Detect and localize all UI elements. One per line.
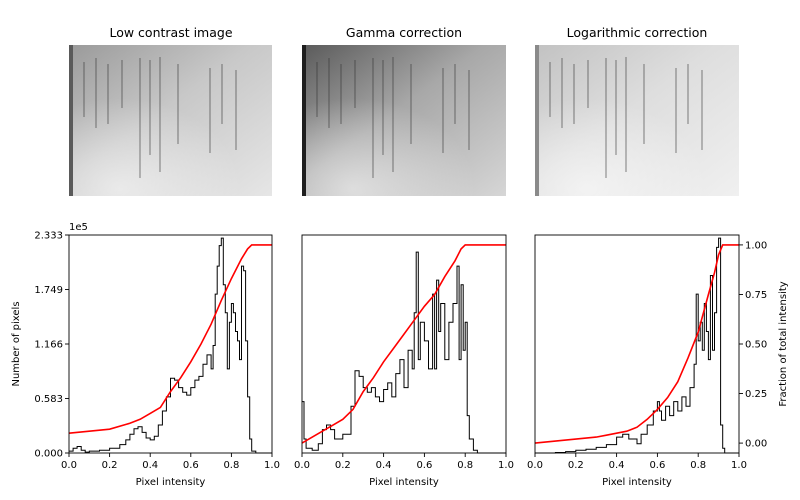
histogram-low-contrast: 0.0 0.2 0.4 0.6 0.8 1.0 Pixel intensity 0.000 0.… <box>11 222 280 488</box>
x-tick-label: 0.0 <box>61 460 77 471</box>
x-tick-label: 0.2 <box>335 460 351 471</box>
x-tick-label: 1.0 <box>264 460 280 471</box>
right-y-tick-label: 0.25 <box>745 389 767 400</box>
x-tick-label: 0.2 <box>102 460 118 471</box>
panel-title-log: Logarithmic correction <box>567 25 708 40</box>
x-tick-label: 0.8 <box>457 460 473 471</box>
histogram-line <box>302 251 506 454</box>
x-tick-label: 0.4 <box>142 460 158 471</box>
image-gamma-correction <box>302 45 506 196</box>
histogram-log: 0.0 0.2 0.4 0.6 0.8 1.0 Pixel intensity 0.00 0.2… <box>527 234 789 488</box>
right-y-tick-label: 1.00 <box>745 240 767 251</box>
cumulative-distribution-line <box>301 244 506 444</box>
right-y-axis-label: Fraction of total intensity <box>778 281 789 406</box>
x-tick-label: 1.0 <box>498 460 514 471</box>
x-tick-label: 0.8 <box>690 460 706 471</box>
handwriting-texture <box>316 57 470 178</box>
x-tick-label: 0.4 <box>609 460 625 471</box>
image-log-correction <box>535 45 739 196</box>
x-tick-label: 0.0 <box>527 460 543 471</box>
right-y-tick-label: 0.50 <box>745 340 767 351</box>
x-axis-label: Pixel intensity <box>136 477 206 488</box>
x-tick-label: 0.6 <box>416 460 432 471</box>
right-y-tick-label: 0.00 <box>745 439 767 450</box>
x-tick-label: 1.0 <box>731 460 747 471</box>
y-offset-label: 1e5 <box>69 222 88 233</box>
x-tick-label: 0.0 <box>294 460 310 471</box>
histogram-gamma: 0.0 0.2 0.4 0.6 0.8 1.0 Pixel intensity <box>294 234 514 488</box>
panel-title-gamma: Gamma correction <box>346 25 462 40</box>
cumulative-distribution-line <box>534 244 739 444</box>
x-tick-label: 0.6 <box>183 460 199 471</box>
handwriting-texture <box>549 57 703 178</box>
image-low-contrast <box>69 45 272 196</box>
right-y-tick-label: 0.75 <box>745 290 767 301</box>
y-tick-label: 0.000 <box>34 449 63 460</box>
histogram-line <box>69 237 272 454</box>
y-tick-label: 1.749 <box>34 285 63 296</box>
y-tick-label: 2.333 <box>34 231 63 242</box>
axes-frame <box>301 234 507 454</box>
y-tick-label: 0.583 <box>34 394 63 405</box>
y-axis-label: Number of pixels <box>11 301 22 386</box>
x-tick-label: 0.8 <box>223 460 239 471</box>
x-tick-label: 0.6 <box>649 460 665 471</box>
cumulative-distribution-line <box>68 244 272 434</box>
x-tick-label: 0.2 <box>568 460 584 471</box>
x-axis-label: Pixel intensity <box>602 477 672 488</box>
histogram-line <box>535 237 739 454</box>
x-axis-label: Pixel intensity <box>369 477 439 488</box>
panel-title-low-contrast: Low contrast image <box>109 25 232 40</box>
x-tick-label: 0.4 <box>376 460 392 471</box>
handwriting-texture <box>83 57 237 178</box>
y-tick-label: 1.166 <box>34 340 63 351</box>
